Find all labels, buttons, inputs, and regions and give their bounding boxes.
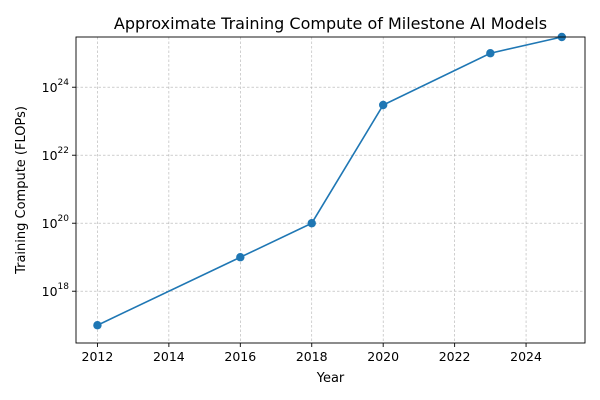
plot-frame	[75, 36, 586, 344]
x-tick-label: 2018	[296, 349, 328, 364]
x-tick-label: 2024	[510, 349, 542, 364]
x-tick-label: 2012	[82, 349, 114, 364]
series-layer	[93, 32, 566, 330]
y-tick-label: 1020	[42, 214, 70, 231]
x-tick-label: 2016	[224, 349, 256, 364]
y-tick-label: 1018	[42, 282, 70, 299]
x-tick-label: 2014	[153, 349, 185, 364]
y-tick-label: 1024	[42, 78, 70, 95]
data-point	[307, 219, 316, 228]
x-ticks: 2012 2014 2016 2018 2020 2022 2024	[82, 343, 542, 364]
data-point	[93, 321, 102, 330]
chart-title: Approximate Training Compute of Mileston…	[114, 14, 547, 33]
data-point	[236, 253, 245, 262]
y-axis-label: Training Compute (FLOPs)	[14, 106, 29, 275]
x-axis-label: Year	[316, 371, 345, 386]
data-point	[378, 100, 388, 110]
y-tick-label: 1022	[42, 146, 69, 163]
series-line	[97, 36, 562, 326]
grid	[76, 37, 585, 343]
y-ticks: 1018 1020 1022 1024	[42, 78, 76, 299]
x-tick-label: 2020	[367, 349, 399, 364]
data-point	[486, 49, 495, 58]
x-tick-label: 2022	[439, 349, 471, 364]
